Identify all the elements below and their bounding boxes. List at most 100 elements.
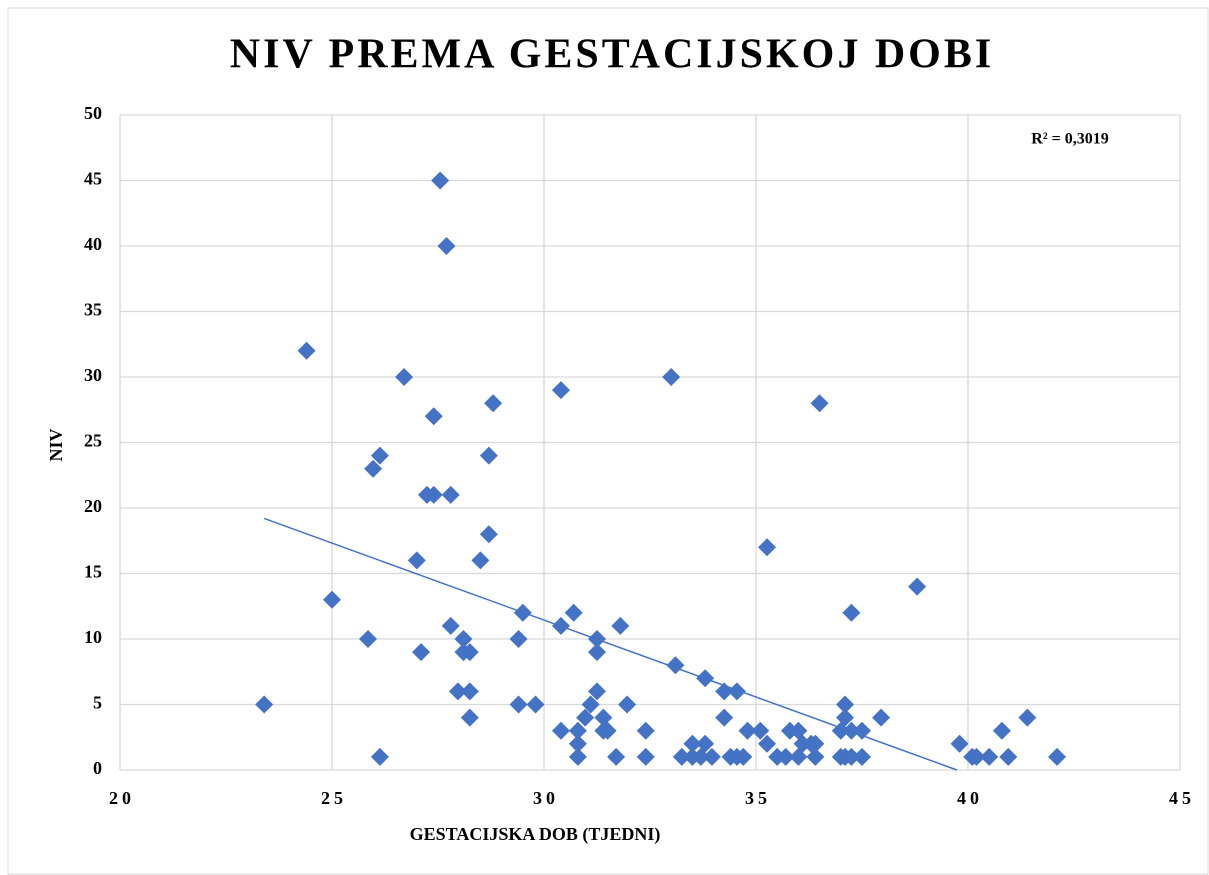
point — [727, 682, 746, 701]
point — [441, 485, 460, 504]
y-tick-label: 45 — [84, 169, 102, 189]
point — [395, 368, 414, 386]
point — [751, 721, 770, 740]
point — [715, 708, 734, 727]
grid: 0 5 10 15 20 25 30 35 40 45 50 20 25 30 35 40 45 — [84, 103, 1195, 808]
trendline — [263, 517, 958, 771]
point — [581, 695, 600, 714]
x-tick-label: 40 — [957, 788, 983, 808]
point — [551, 721, 570, 740]
y-tick-label: 35 — [84, 300, 102, 320]
point — [636, 747, 655, 766]
point — [479, 525, 498, 544]
point — [618, 695, 637, 714]
point — [702, 747, 721, 766]
point — [872, 708, 891, 727]
point — [950, 734, 969, 753]
point — [776, 747, 795, 766]
point — [323, 590, 341, 609]
point — [484, 394, 503, 413]
point — [370, 446, 389, 465]
point — [836, 695, 855, 714]
plot — [255, 171, 1067, 771]
y-axis-title: NIV — [46, 428, 66, 461]
point — [683, 734, 702, 753]
point — [738, 721, 757, 740]
point — [758, 538, 777, 557]
point — [853, 747, 871, 766]
point — [424, 485, 443, 504]
point — [806, 734, 825, 753]
point — [370, 747, 389, 766]
point — [509, 630, 528, 648]
point — [758, 734, 777, 753]
point — [810, 394, 829, 413]
point — [696, 734, 715, 753]
point — [842, 747, 861, 766]
y-tick-label: 0 — [93, 758, 102, 778]
chart-border — [7, 7, 1209, 875]
y-tick-label: 25 — [84, 431, 102, 451]
point — [672, 747, 691, 766]
y-tick-label: 15 — [84, 562, 102, 582]
point — [980, 747, 999, 766]
point — [1018, 708, 1037, 727]
point — [364, 459, 383, 478]
x-tick-label: 20 — [109, 788, 135, 808]
point — [437, 237, 456, 255]
point — [992, 721, 1011, 740]
point — [460, 708, 479, 727]
point — [297, 341, 316, 360]
x-axis-title: GESTACIJSKA DOB (TJEDNI) — [410, 824, 661, 845]
point — [636, 721, 655, 740]
point — [806, 747, 825, 766]
point — [471, 551, 490, 570]
point — [607, 747, 626, 766]
y-tick-label: 10 — [84, 627, 102, 647]
point — [479, 446, 498, 465]
point — [448, 682, 467, 701]
point — [359, 630, 378, 648]
point — [908, 577, 927, 596]
point — [662, 368, 681, 386]
point — [568, 747, 587, 766]
point — [441, 616, 460, 635]
point — [454, 630, 473, 648]
point — [598, 721, 617, 740]
chart-title: NIV PREMA GESTACIJSKOJ DOBI — [230, 32, 994, 78]
point — [842, 603, 861, 622]
point — [1048, 747, 1067, 766]
point — [526, 695, 545, 714]
point — [431, 171, 450, 190]
point — [734, 747, 753, 766]
point — [407, 551, 426, 570]
point — [255, 695, 274, 714]
y-tick-label: 50 — [84, 103, 102, 123]
point — [611, 616, 630, 635]
r-squared: R² = 0,3019 — [1031, 131, 1108, 148]
y-tick-label: 20 — [84, 496, 102, 516]
y-tick-label: 30 — [84, 365, 102, 385]
point — [588, 643, 606, 662]
x-tick-label: 45 — [1169, 788, 1195, 808]
x-tick-label: 30 — [533, 788, 559, 808]
point — [424, 407, 443, 426]
point — [564, 603, 583, 622]
point — [460, 643, 479, 662]
y-tick-label: 5 — [93, 693, 102, 713]
point — [509, 695, 528, 714]
y-tick-label: 40 — [84, 234, 102, 254]
point — [842, 721, 861, 740]
x-tick-label: 35 — [745, 788, 771, 808]
point — [568, 734, 587, 753]
point — [999, 747, 1018, 766]
point — [576, 708, 595, 727]
point — [551, 381, 570, 400]
point — [568, 721, 587, 740]
point — [460, 682, 479, 701]
point — [412, 643, 431, 662]
point — [853, 721, 871, 740]
point — [967, 747, 986, 766]
x-tick-label: 25 — [321, 788, 347, 808]
